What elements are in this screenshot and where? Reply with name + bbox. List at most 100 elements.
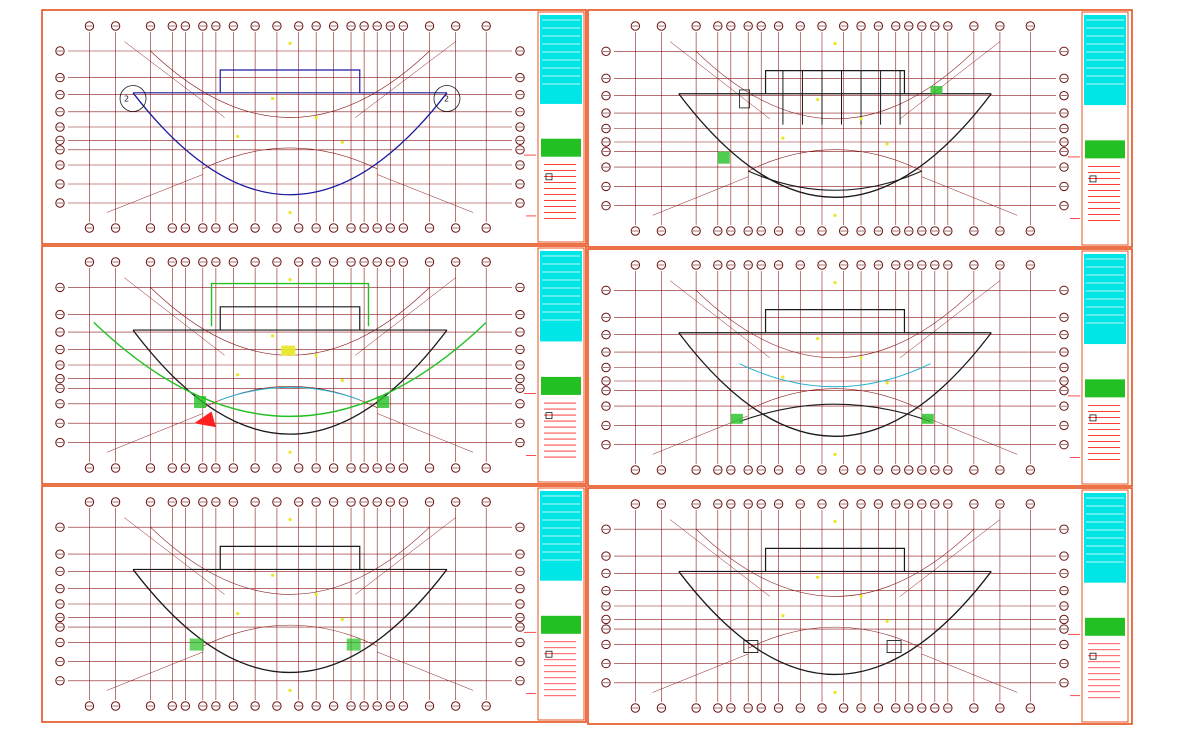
elevation-marker <box>236 134 240 139</box>
sheet-frame <box>41 485 587 723</box>
elevation-marker <box>816 575 820 579</box>
title-block-logo <box>1085 617 1125 636</box>
elevation-marker <box>833 452 837 456</box>
elevation-marker <box>885 619 889 623</box>
elevation-marker <box>859 117 863 121</box>
corner-circle <box>433 85 461 112</box>
sheet-2 <box>587 9 1133 248</box>
grid-lines <box>601 260 1069 475</box>
elevation-marker <box>781 614 785 618</box>
title-block-logo <box>541 138 581 157</box>
building-outline-arc <box>132 329 448 435</box>
water-arc <box>220 386 360 401</box>
inner-arc <box>150 50 430 118</box>
leader-line <box>106 413 203 453</box>
central-block <box>219 306 361 331</box>
elevation-marker <box>816 97 820 102</box>
inner-arc <box>150 287 430 356</box>
title-block-logo <box>541 615 581 634</box>
elevation-marker <box>270 96 275 101</box>
leader-line <box>106 174 203 213</box>
leader-line <box>899 519 1001 597</box>
lens-arc-upper <box>748 149 922 172</box>
leader-line <box>377 174 474 213</box>
elevation-marker <box>288 278 292 282</box>
corner-label: 2 <box>444 95 449 104</box>
title-block-stamp <box>1089 414 1097 422</box>
lens-arc-lower <box>739 403 931 423</box>
elevation-marker <box>314 115 318 120</box>
building-outline-arc <box>678 571 992 676</box>
sheet-frame <box>41 245 587 485</box>
title-block <box>1068 11 1129 246</box>
elevation-marker <box>833 213 837 217</box>
landscape-patch <box>346 638 361 651</box>
landscape-patch <box>189 638 204 651</box>
leader-line <box>652 653 749 693</box>
elevation-marker <box>236 612 240 616</box>
central-block <box>219 69 361 93</box>
title-block <box>1068 489 1129 723</box>
grid-lines <box>55 497 525 711</box>
title-block-info <box>540 15 582 104</box>
central-block <box>219 545 361 570</box>
title-block <box>524 247 585 483</box>
inner-arc <box>695 528 975 597</box>
sheet-6 <box>587 487 1133 725</box>
leader-line <box>652 176 749 216</box>
leader-line <box>355 41 456 118</box>
lens-arc-upper <box>202 624 378 647</box>
leader-line <box>669 41 771 120</box>
building-outline-arc <box>132 92 448 196</box>
building-outline-arc <box>678 332 992 437</box>
landscape-patch <box>930 86 943 95</box>
elevation-marker <box>314 592 318 597</box>
water-arc <box>739 363 931 388</box>
leader-line <box>899 280 1001 359</box>
title-block-logo <box>1085 140 1125 159</box>
central-block <box>764 70 906 94</box>
elevation-marker <box>781 136 785 140</box>
lens-arc-upper <box>748 388 922 411</box>
grid-lines <box>601 21 1069 236</box>
leader-line <box>921 415 1018 455</box>
title-block-logo <box>541 376 581 395</box>
elevation-marker <box>270 573 275 577</box>
elevation-marker <box>288 450 292 454</box>
elevation-marker <box>288 41 292 46</box>
elevation-marker <box>833 690 837 695</box>
elevation-marker <box>270 334 275 338</box>
elevation-marker <box>781 375 785 379</box>
elevation-marker <box>859 594 863 599</box>
lens-arc-lower <box>747 170 923 191</box>
lens-arc-upper <box>202 147 378 170</box>
entrance-marker <box>194 411 216 428</box>
title-block-stamp <box>1089 175 1097 183</box>
title-block-stamp <box>545 173 553 181</box>
leader-line <box>377 651 474 691</box>
central-block <box>764 547 906 572</box>
title-block-stamp <box>545 650 553 658</box>
sheet-3 <box>41 245 587 485</box>
leader-line <box>377 413 474 453</box>
landscape-patch <box>921 413 934 424</box>
landscape-patch <box>717 151 730 164</box>
landscape-patch <box>194 396 207 409</box>
grid-lines <box>55 257 525 473</box>
leader-line <box>669 519 771 597</box>
elevation-marker <box>340 617 344 621</box>
atrium-marker <box>281 345 296 356</box>
elevation-marker <box>288 688 292 693</box>
leader-line <box>106 651 203 691</box>
building-outline-arc <box>678 93 992 198</box>
elevation-marker <box>340 140 344 144</box>
leader-line <box>124 277 225 356</box>
landscape-patch <box>730 413 743 424</box>
central-block <box>764 309 906 333</box>
elevation-marker <box>885 381 889 385</box>
corner-label: 2 <box>124 95 129 104</box>
leader-line <box>355 517 456 595</box>
elevation-marker <box>314 353 318 357</box>
